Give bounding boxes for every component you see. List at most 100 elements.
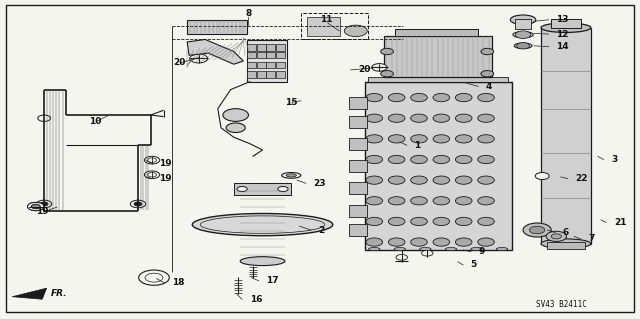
Circle shape bbox=[551, 234, 561, 239]
Circle shape bbox=[38, 115, 51, 122]
Polygon shape bbox=[187, 20, 246, 34]
Circle shape bbox=[366, 197, 383, 205]
Circle shape bbox=[189, 54, 207, 63]
Bar bbox=[349, 116, 367, 128]
Ellipse shape bbox=[282, 173, 301, 178]
Circle shape bbox=[481, 48, 493, 55]
Bar bbox=[541, 28, 591, 244]
Bar bbox=[247, 52, 256, 58]
Bar bbox=[349, 160, 367, 172]
Bar bbox=[257, 52, 266, 58]
Circle shape bbox=[523, 223, 551, 237]
Circle shape bbox=[433, 176, 450, 184]
Text: SV43 B2411C: SV43 B2411C bbox=[536, 300, 587, 309]
Circle shape bbox=[411, 93, 428, 102]
Bar bbox=[266, 62, 275, 68]
Circle shape bbox=[433, 238, 450, 246]
Circle shape bbox=[433, 217, 450, 226]
Circle shape bbox=[388, 197, 405, 205]
Text: 11: 11 bbox=[320, 15, 333, 24]
Circle shape bbox=[515, 31, 531, 39]
Ellipse shape bbox=[445, 248, 457, 251]
Circle shape bbox=[223, 109, 248, 122]
Circle shape bbox=[28, 202, 44, 211]
Circle shape bbox=[388, 135, 405, 143]
Circle shape bbox=[28, 202, 44, 211]
Text: 14: 14 bbox=[556, 42, 569, 51]
Bar bbox=[276, 71, 285, 78]
Bar bbox=[368, 77, 508, 82]
Text: 17: 17 bbox=[266, 276, 279, 285]
Circle shape bbox=[456, 114, 472, 122]
Bar bbox=[547, 242, 585, 249]
Text: 8: 8 bbox=[245, 9, 252, 18]
Circle shape bbox=[366, 155, 383, 164]
Text: 18: 18 bbox=[172, 278, 184, 287]
Text: 2: 2 bbox=[319, 226, 325, 234]
Ellipse shape bbox=[513, 32, 533, 38]
Text: 12: 12 bbox=[556, 30, 569, 39]
Ellipse shape bbox=[420, 248, 431, 251]
Bar bbox=[247, 62, 256, 68]
Bar bbox=[349, 97, 367, 109]
Ellipse shape bbox=[496, 248, 508, 251]
Circle shape bbox=[477, 135, 494, 143]
Circle shape bbox=[433, 197, 450, 205]
Bar bbox=[349, 182, 367, 195]
Circle shape bbox=[411, 176, 428, 184]
Text: 15: 15 bbox=[285, 98, 298, 107]
Bar bbox=[307, 17, 340, 36]
Circle shape bbox=[477, 217, 494, 226]
Text: 16: 16 bbox=[250, 295, 262, 304]
Circle shape bbox=[145, 171, 160, 179]
Ellipse shape bbox=[541, 239, 591, 249]
Circle shape bbox=[411, 155, 428, 164]
Bar bbox=[515, 19, 531, 29]
Circle shape bbox=[456, 197, 472, 205]
Text: 13: 13 bbox=[556, 15, 569, 24]
Circle shape bbox=[388, 176, 405, 184]
Text: 21: 21 bbox=[614, 218, 627, 227]
Circle shape bbox=[433, 155, 450, 164]
Bar bbox=[247, 71, 256, 78]
Text: 3: 3 bbox=[611, 155, 618, 164]
Polygon shape bbox=[12, 288, 47, 299]
Bar bbox=[384, 36, 492, 77]
Polygon shape bbox=[187, 40, 243, 64]
Text: 23: 23 bbox=[314, 179, 326, 188]
Text: 20: 20 bbox=[358, 65, 371, 74]
Circle shape bbox=[388, 217, 405, 226]
Ellipse shape bbox=[514, 43, 532, 49]
Bar bbox=[551, 19, 580, 28]
Circle shape bbox=[456, 155, 472, 164]
Circle shape bbox=[411, 238, 428, 246]
Circle shape bbox=[411, 217, 428, 226]
Circle shape bbox=[477, 114, 494, 122]
Circle shape bbox=[411, 114, 428, 122]
Bar bbox=[301, 13, 368, 39]
Polygon shape bbox=[246, 41, 287, 82]
Circle shape bbox=[366, 114, 383, 122]
Ellipse shape bbox=[192, 213, 333, 236]
Circle shape bbox=[411, 135, 428, 143]
Circle shape bbox=[477, 155, 494, 164]
Circle shape bbox=[278, 187, 288, 192]
Text: 19: 19 bbox=[36, 207, 49, 216]
Circle shape bbox=[477, 238, 494, 246]
Circle shape bbox=[535, 173, 549, 180]
Circle shape bbox=[388, 93, 405, 102]
Text: 19: 19 bbox=[159, 174, 172, 183]
Bar bbox=[257, 71, 266, 78]
Circle shape bbox=[516, 43, 529, 49]
Bar bbox=[349, 204, 367, 217]
Circle shape bbox=[433, 93, 450, 102]
Ellipse shape bbox=[510, 15, 536, 25]
Bar bbox=[365, 82, 511, 250]
Circle shape bbox=[31, 204, 40, 209]
Circle shape bbox=[131, 200, 146, 208]
Circle shape bbox=[456, 176, 472, 184]
Text: 4: 4 bbox=[486, 82, 492, 91]
Bar bbox=[234, 183, 291, 195]
Ellipse shape bbox=[369, 248, 380, 251]
Bar bbox=[276, 44, 285, 50]
